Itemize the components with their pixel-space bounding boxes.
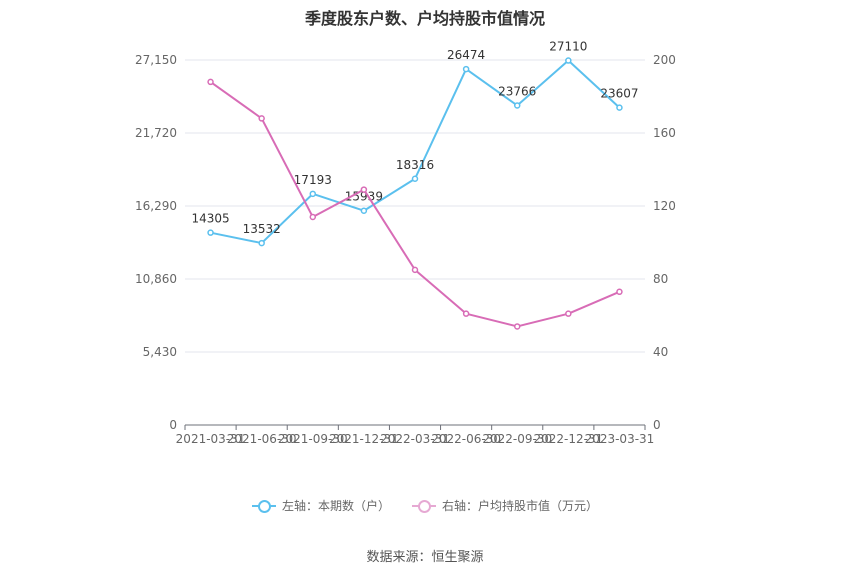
- x-tick-label: 2021-03-31: [176, 432, 246, 446]
- data-point-right: [360, 186, 368, 193]
- data-point-right: [309, 213, 317, 221]
- data-label: 26474: [447, 48, 485, 62]
- data-point-right: [616, 288, 623, 296]
- data-point-right: [411, 266, 419, 274]
- x-tick-label: 2022-06-30: [431, 432, 501, 446]
- data-point-left: [565, 57, 572, 64]
- x-tick-label: 2022-03-31: [380, 432, 450, 446]
- y-left-tick-label: 5,430: [143, 345, 177, 359]
- y-right-tick-label: 40: [653, 345, 668, 359]
- y-right-tick-label: 200: [653, 53, 676, 67]
- data-point-right: [462, 310, 470, 317]
- x-tick-label: 2023-03-31: [585, 432, 655, 446]
- y-right-tick-label: 120: [653, 199, 676, 213]
- x-tick-label: 2022-12-31: [533, 432, 603, 446]
- series-line-left: [210, 59, 621, 245]
- legend-label-right: 右轴：户均持股市值（万元）: [442, 499, 599, 513]
- x-tick-label: 2022-09-30: [482, 432, 552, 446]
- x-tick-label: 2021-12-31: [329, 432, 399, 446]
- y-right-tick-label: 80: [653, 272, 668, 286]
- y-left-tick-label: 10,860: [135, 272, 177, 286]
- data-label: 27110: [549, 40, 587, 54]
- x-tick-label: 2021-09-30: [278, 432, 348, 446]
- y-left-tick-label: 21,720: [135, 126, 177, 140]
- data-point-right: [258, 115, 265, 122]
- data-label: 15939: [345, 190, 383, 204]
- y-left-tick-label: 16,290: [135, 199, 177, 213]
- legend: 左轴：本期数（户） 右轴：户均持股市值（万元）: [0, 497, 850, 514]
- data-label: 17193: [294, 173, 332, 187]
- y-left-tick-label: 27,150: [135, 53, 177, 67]
- data-point-right: [513, 323, 521, 330]
- data-point-left: [616, 104, 623, 111]
- data-label: 23766: [498, 84, 536, 98]
- data-point-right: [207, 78, 214, 86]
- data-label: 13532: [243, 222, 281, 236]
- data-point-left: [360, 207, 368, 214]
- legend-marker-right: [412, 499, 436, 513]
- data-label: 14305: [191, 212, 229, 226]
- chart-title: 季度股东户数、户均持股市值情况: [304, 9, 545, 28]
- data-point-left: [462, 65, 470, 73]
- data-point-right: [565, 310, 572, 317]
- data-point-left: [513, 102, 521, 109]
- data-point-left: [258, 239, 265, 247]
- legend-item-right[interactable]: 右轴：户均持股市值（万元）: [412, 497, 598, 514]
- y-right-tick-label: 160: [653, 126, 676, 140]
- y-right-tick-label: 0: [653, 418, 661, 432]
- data-point-left: [207, 229, 214, 236]
- source-note: 数据来源：恒生聚源: [366, 550, 484, 565]
- x-tick-label: 2021-06-30: [227, 432, 297, 446]
- y-left-tick-label: 0: [169, 418, 177, 432]
- series-line-right: [209, 81, 620, 328]
- legend-item-left[interactable]: 左轴：本期数（户）: [251, 497, 390, 514]
- data-point-left: [411, 175, 419, 183]
- legend-marker-left: [251, 499, 276, 513]
- data-point-left: [309, 190, 317, 198]
- data-label: 23607: [600, 87, 638, 101]
- data-label: 18316: [396, 158, 434, 172]
- legend-label-left: 左轴：本期数（户）: [281, 499, 390, 513]
